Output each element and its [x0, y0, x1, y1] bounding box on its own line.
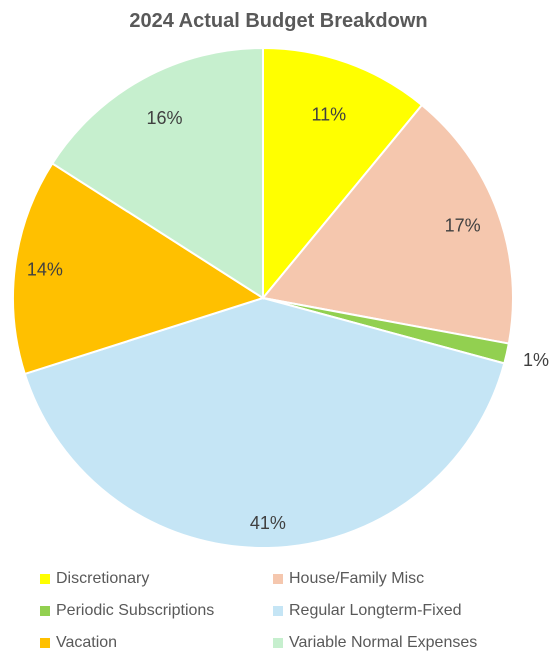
legend-swatch [40, 606, 50, 616]
chart-title: 2024 Actual Budget Breakdown [129, 10, 428, 32]
pie-chart: 11% 17% 1% 41% 14% 16% [12, 46, 549, 549]
legend-swatch [273, 606, 283, 616]
data-label-vacation: 14% [27, 259, 63, 279]
legend-label: House/Family Misc [289, 570, 425, 587]
legend-swatch [273, 638, 283, 648]
legend-item: Variable Normal Expenses [273, 632, 477, 654]
legend-swatch [40, 574, 50, 584]
pie-slice-regular-longterm-fixed [23, 296, 506, 549]
legend-item: Regular Longterm-Fixed [273, 600, 462, 622]
data-label-discretionary: 11% [312, 104, 347, 124]
pie-slice-vacation [12, 162, 266, 376]
legend-item: House/Family Misc [273, 568, 424, 590]
data-label-house-family-misc: 17% [445, 215, 481, 235]
pie-slice-house-family-misc [261, 103, 514, 345]
legend-label: Discretionary [56, 570, 150, 587]
data-label-periodic-subscriptions: 1% [523, 350, 549, 370]
legend-item: Periodic Subscriptions [40, 600, 214, 622]
pie-slice-variable-normal-expenses [50, 46, 264, 300]
pie-slices [12, 46, 514, 549]
data-label-variable-normal-expenses: 16% [146, 108, 182, 128]
data-label-regular-longterm-fixed: 41% [250, 513, 286, 533]
legend-label: Vacation [56, 634, 118, 651]
legend-item: Discretionary [40, 568, 149, 590]
legend-swatch [273, 574, 283, 584]
pie-labels: 11% 17% 1% 41% 14% 16% [27, 104, 549, 532]
legend-label: Regular Longterm-Fixed [289, 602, 462, 619]
legend-item: Vacation [40, 632, 117, 654]
legend-label: Variable Normal Expenses [289, 634, 478, 651]
pie-slice-discretionary [262, 46, 424, 301]
legend-swatch [40, 638, 50, 648]
legend-label: Periodic Subscriptions [56, 602, 215, 619]
